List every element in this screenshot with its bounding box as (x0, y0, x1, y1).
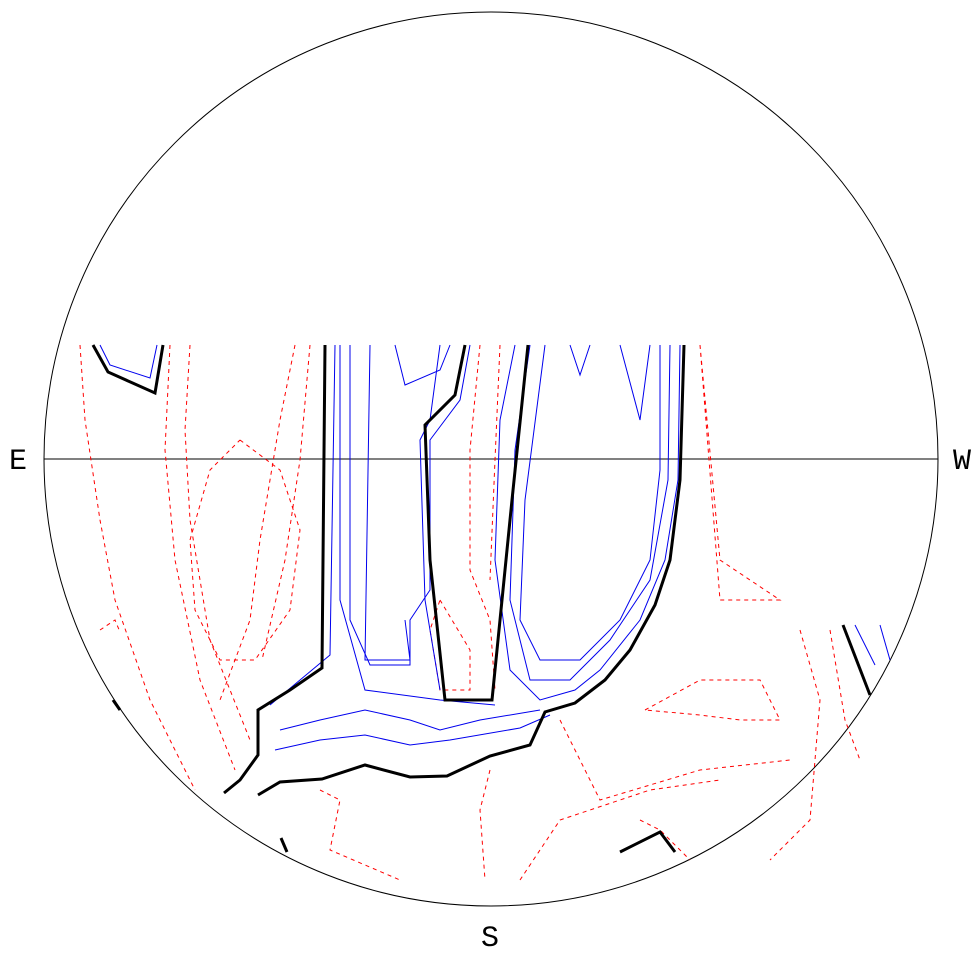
positive-contours (99, 344, 891, 751)
south-label: S (481, 922, 499, 953)
west-label: W (953, 445, 971, 479)
zero-contours (91, 344, 872, 854)
negative-contours (79, 344, 861, 881)
east-label: E (9, 445, 27, 479)
